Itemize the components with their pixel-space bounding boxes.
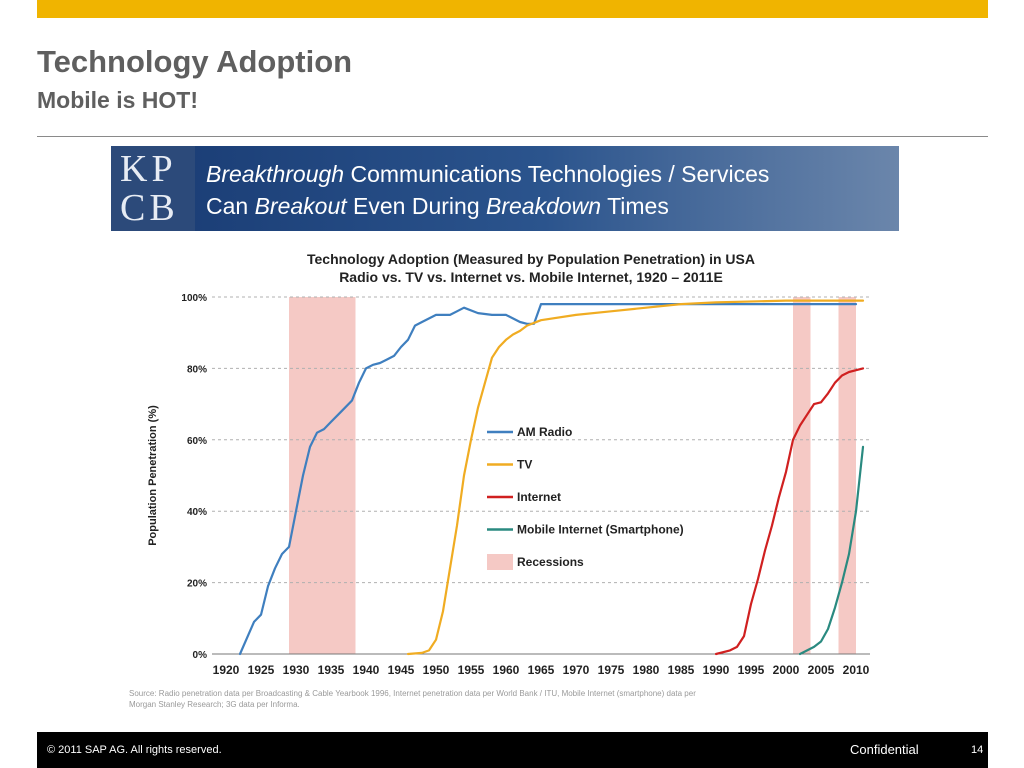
copyright-text: © 2011 SAP AG. All rights reserved. <box>47 744 222 756</box>
source-note: Source: Radio penetration data per Broad… <box>129 689 696 698</box>
recession-band-3 <box>838 297 856 654</box>
kpcb-logo: KP CB <box>111 146 195 231</box>
confidential-label: Confidential <box>850 742 919 757</box>
recession-band-2 <box>793 297 811 654</box>
x-tick-label: 1935 <box>318 663 345 677</box>
banner-headline-line-2: Can Breakout Even During Breakdown Times <box>206 193 669 219</box>
banner-headline-line-1: Breakthrough Communications Technologies… <box>206 161 770 187</box>
x-tick-label: 1955 <box>458 663 485 677</box>
y-tick-label: 0% <box>193 650 208 661</box>
x-tick-label: 1965 <box>528 663 555 677</box>
legend-label: TV <box>517 458 532 472</box>
series-line-internet <box>714 367 865 656</box>
x-tick-label: 1960 <box>493 663 520 677</box>
y-tick-label: 20% <box>187 579 207 590</box>
kpcb-banner: KP CB Breakthrough Communications Techno… <box>111 146 899 231</box>
x-tick-label: 1995 <box>738 663 765 677</box>
x-tick-label: 1945 <box>388 663 415 677</box>
x-tick-label: 1975 <box>598 663 625 677</box>
series-line-mobile-internet-smartphone <box>798 445 865 656</box>
x-tick-label: 2000 <box>773 663 800 677</box>
x-tick-label: 1930 <box>283 663 310 677</box>
y-tick-label: 80% <box>187 364 207 375</box>
chart-subtitle: Radio vs. TV vs. Internet vs. Mobile Int… <box>339 269 723 285</box>
x-tick-label: 2005 <box>808 663 835 677</box>
banner-background <box>111 146 899 231</box>
title-divider <box>37 136 988 137</box>
kpcb-logo-line-2: CB <box>120 187 179 229</box>
x-tick-label: 1920 <box>213 663 240 677</box>
chart-panel: Technology Adoption (Measured by Populat… <box>111 231 899 717</box>
y-axis-label: Population Penetration (%) <box>147 405 159 546</box>
x-tick-label: 1925 <box>248 663 275 677</box>
page-number: 14 <box>971 744 984 756</box>
slide-title: Technology Adoption <box>37 44 353 79</box>
x-tick-label: 1940 <box>353 663 380 677</box>
x-tick-label: 1950 <box>423 663 450 677</box>
legend-label: Recessions <box>517 555 584 569</box>
top-accent-bar <box>37 0 988 18</box>
x-tick-label: 1970 <box>563 663 590 677</box>
legend-label: AM Radio <box>517 425 572 439</box>
source-note: Morgan Stanley Research; 3G data per Inf… <box>129 700 300 709</box>
legend-label: Mobile Internet (Smartphone) <box>517 523 684 537</box>
recession-band-1 <box>289 297 356 654</box>
y-tick-label: 40% <box>187 507 207 518</box>
adoption-line-chart: Technology Adoption (Measured by Populat… <box>129 251 870 709</box>
slide-subtitle: Mobile is HOT! <box>37 87 198 113</box>
x-tick-label: 1985 <box>668 663 695 677</box>
y-tick-label: 100% <box>181 293 207 304</box>
chart-title: Technology Adoption (Measured by Populat… <box>307 251 755 267</box>
kpcb-logo-line-1: KP <box>120 148 177 190</box>
x-tick-label: 2010 <box>843 663 870 677</box>
footer-bar: © 2011 SAP AG. All rights reserved. Conf… <box>37 732 988 768</box>
x-tick-label: 1990 <box>703 663 730 677</box>
y-tick-label: 60% <box>187 436 207 447</box>
legend-swatch <box>487 554 513 570</box>
series-line-tv <box>406 299 865 656</box>
series-line-am-radio <box>238 303 858 656</box>
x-tick-label: 1980 <box>633 663 660 677</box>
legend-label: Internet <box>517 490 561 504</box>
